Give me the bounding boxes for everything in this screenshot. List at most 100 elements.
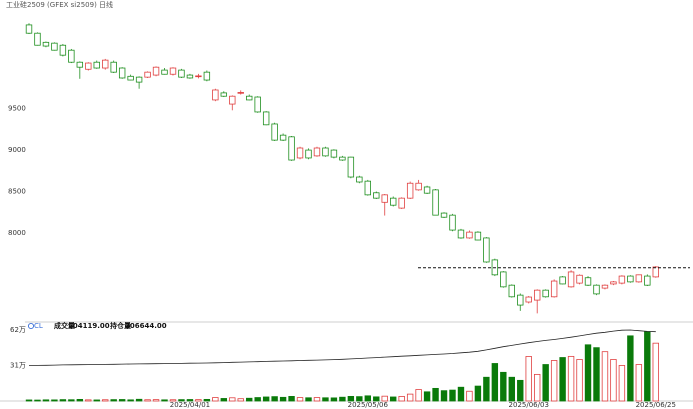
candle-body <box>262 111 270 126</box>
volume-bar <box>262 396 270 402</box>
volume-bar <box>398 396 405 402</box>
candle-body <box>271 123 278 141</box>
volume-bar <box>356 396 363 402</box>
volume-bar <box>288 396 295 402</box>
candle-body <box>449 214 456 231</box>
volume-bar <box>246 397 253 402</box>
open-interest-line <box>28 329 656 366</box>
x-tick-label: 2025/05/06 <box>348 401 389 409</box>
volume-bar <box>330 397 338 402</box>
candle-body <box>203 71 211 81</box>
candle-body <box>246 95 253 101</box>
candle-body <box>296 147 304 159</box>
volume-bar <box>220 398 228 402</box>
volume-bar <box>339 396 346 402</box>
candle-body <box>534 289 541 301</box>
volume-bar <box>25 399 33 402</box>
volume-bar <box>118 399 126 402</box>
volume-bar <box>127 399 134 402</box>
candle-body <box>152 66 160 76</box>
candle-body <box>254 96 261 113</box>
candle-body <box>144 71 151 78</box>
volume-bar <box>567 355 575 402</box>
indicator-icon <box>27 322 35 330</box>
candle-body <box>457 229 465 239</box>
candle-body <box>279 134 287 141</box>
volume-bar <box>610 359 617 402</box>
candle-body <box>85 62 92 70</box>
volume-bar <box>550 360 558 402</box>
volume-bar <box>500 371 507 402</box>
volume-bar <box>169 399 177 402</box>
candle-body <box>601 284 609 289</box>
candle-body <box>93 61 100 69</box>
legend-oi-value: 306644.00 <box>125 322 167 330</box>
candle-body <box>25 24 33 34</box>
candle-body <box>127 75 134 81</box>
volume-bar <box>390 396 397 402</box>
volume-bar <box>457 386 465 402</box>
candle-body <box>635 274 643 283</box>
volume-bar <box>415 389 422 402</box>
volume-bar <box>322 397 329 402</box>
candle-body <box>169 67 177 75</box>
candle-body <box>34 32 41 46</box>
candle-body <box>593 284 600 295</box>
candle-body <box>466 231 473 239</box>
volume-bar <box>144 399 151 402</box>
candle-body <box>305 149 312 159</box>
candle-body <box>398 197 405 209</box>
candle-body <box>432 189 439 216</box>
candle-body <box>415 182 422 191</box>
candle-body <box>339 156 346 161</box>
legend-volume-value: 504119.00 <box>68 322 110 330</box>
candle-body <box>618 275 626 284</box>
candle-body <box>500 271 507 288</box>
candle-body <box>51 42 58 51</box>
volume-bar <box>279 396 287 402</box>
candle-body <box>406 182 414 199</box>
volume-bar <box>364 395 371 402</box>
x-tick-label: 2025/04/01 <box>170 401 210 409</box>
candle-body <box>525 296 532 303</box>
volume-bar <box>601 351 609 402</box>
chart-title: 工业硅2509 (GFEX si2509) 日线 <box>6 0 113 9</box>
volume-bar <box>491 363 499 402</box>
volume-bar <box>237 398 244 402</box>
candle-body <box>517 294 524 306</box>
volume-bar <box>627 335 634 402</box>
candle-body <box>76 61 84 68</box>
y-tick-label: 8000 <box>8 229 26 237</box>
candle-body <box>68 49 75 63</box>
volume-bar <box>68 399 75 402</box>
volume-bar <box>466 390 473 402</box>
volume-tick-label: 31万 <box>10 361 26 369</box>
candle-body <box>390 197 397 206</box>
candle-body <box>288 136 295 161</box>
candle-body <box>186 74 194 79</box>
volume-bar <box>474 385 482 402</box>
candle-body <box>542 289 549 298</box>
candle-body <box>423 186 431 194</box>
candle-body <box>576 274 583 284</box>
candle-body <box>550 280 558 298</box>
candle-body <box>212 89 219 101</box>
candle-body <box>229 95 236 105</box>
candle-body <box>322 147 329 157</box>
volume-bar <box>59 399 67 402</box>
candle-body <box>195 75 202 78</box>
volume-bar <box>271 396 278 402</box>
volume-bar <box>618 365 626 402</box>
y-tick-label: 9500 <box>8 105 26 113</box>
candle-body <box>313 147 321 157</box>
candle-body <box>610 281 617 285</box>
volume-bar <box>76 398 84 402</box>
legend-volume-name: 成交量 <box>54 321 75 330</box>
candle-body <box>330 149 338 158</box>
volume-bar <box>508 376 515 402</box>
volume-bar <box>51 399 58 402</box>
candle-body <box>59 44 67 56</box>
volume-bar <box>178 399 185 402</box>
